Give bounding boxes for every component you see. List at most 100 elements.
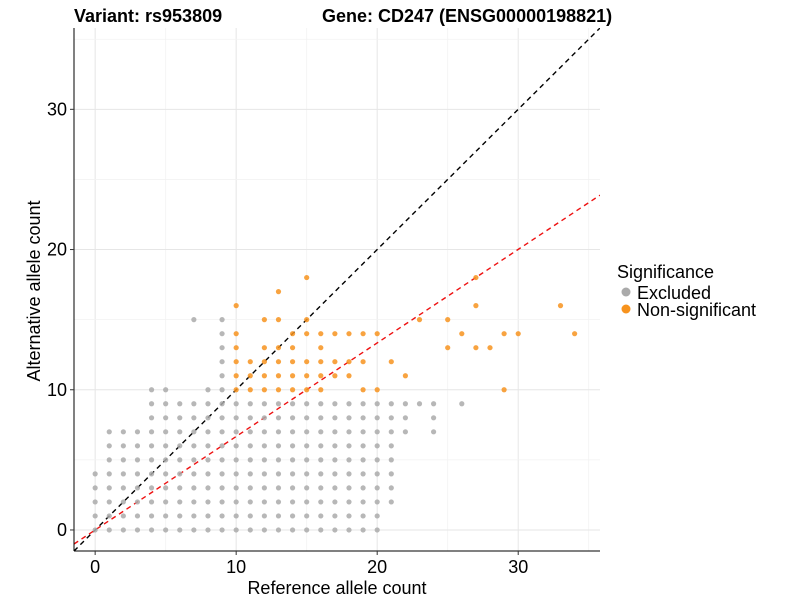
point-excluded bbox=[163, 513, 169, 519]
legend-label-excluded: Excluded bbox=[637, 283, 711, 303]
point-excluded bbox=[191, 443, 197, 449]
x-tick-label: 20 bbox=[367, 557, 387, 577]
point-non-significant bbox=[247, 359, 253, 365]
point-excluded bbox=[163, 401, 169, 407]
point-excluded bbox=[275, 401, 282, 407]
point-non-significant bbox=[304, 373, 310, 379]
point-excluded bbox=[106, 527, 112, 533]
point-excluded bbox=[346, 415, 352, 421]
point-excluded bbox=[261, 457, 267, 463]
point-excluded bbox=[219, 513, 225, 519]
point-excluded bbox=[106, 443, 112, 449]
legend: Significance Excluded Non-significant bbox=[617, 262, 756, 320]
point-excluded bbox=[120, 527, 126, 533]
point-excluded bbox=[346, 457, 352, 463]
point-excluded bbox=[388, 401, 394, 407]
title-variant: Variant: rs953809 bbox=[74, 6, 222, 26]
point-excluded bbox=[163, 485, 169, 491]
point-excluded bbox=[374, 471, 380, 477]
point-excluded bbox=[275, 457, 282, 463]
point-excluded bbox=[304, 457, 310, 463]
point-excluded bbox=[191, 401, 197, 407]
point-excluded bbox=[219, 443, 225, 449]
point-excluded bbox=[374, 401, 380, 407]
point-excluded bbox=[289, 513, 296, 519]
point-excluded bbox=[163, 429, 169, 435]
point-non-significant bbox=[304, 387, 310, 393]
point-excluded bbox=[233, 513, 239, 519]
point-excluded bbox=[289, 429, 296, 435]
x-tick-label: 30 bbox=[508, 557, 528, 577]
point-excluded bbox=[233, 499, 239, 505]
point-excluded bbox=[289, 471, 296, 477]
point-excluded bbox=[120, 429, 126, 435]
point-excluded bbox=[148, 387, 155, 393]
point-excluded bbox=[275, 415, 282, 421]
point-non-significant bbox=[275, 317, 282, 323]
point-excluded bbox=[430, 401, 437, 407]
point-excluded bbox=[318, 471, 324, 477]
point-excluded bbox=[106, 513, 112, 519]
point-excluded bbox=[275, 429, 282, 435]
point-excluded bbox=[346, 401, 352, 407]
point-non-significant bbox=[261, 345, 267, 351]
point-excluded bbox=[275, 527, 282, 533]
point-excluded bbox=[346, 471, 352, 477]
point-excluded bbox=[388, 443, 394, 449]
point-non-significant bbox=[473, 303, 479, 309]
point-non-significant bbox=[304, 317, 310, 323]
point-excluded bbox=[304, 527, 310, 533]
point-excluded bbox=[388, 457, 394, 463]
point-excluded bbox=[148, 527, 155, 533]
point-excluded bbox=[318, 415, 324, 421]
point-excluded bbox=[134, 443, 141, 449]
point-excluded bbox=[304, 485, 310, 491]
point-excluded bbox=[205, 485, 211, 491]
point-excluded bbox=[289, 499, 296, 505]
points-layer bbox=[92, 274, 578, 533]
point-excluded bbox=[332, 415, 338, 421]
point-non-significant bbox=[289, 387, 296, 393]
point-excluded bbox=[275, 471, 282, 477]
point-non-significant bbox=[261, 359, 267, 365]
point-non-significant bbox=[445, 345, 451, 351]
point-excluded bbox=[148, 499, 155, 505]
point-non-significant bbox=[318, 345, 324, 351]
point-excluded bbox=[219, 359, 225, 365]
point-excluded bbox=[332, 527, 338, 533]
point-excluded bbox=[416, 401, 423, 407]
point-excluded bbox=[134, 457, 141, 463]
point-excluded bbox=[275, 443, 282, 449]
point-excluded bbox=[261, 401, 267, 407]
point-excluded bbox=[106, 499, 112, 505]
point-excluded bbox=[233, 429, 239, 435]
point-excluded bbox=[134, 527, 141, 533]
point-non-significant bbox=[318, 331, 324, 337]
point-excluded bbox=[233, 443, 239, 449]
point-excluded bbox=[120, 485, 126, 491]
title-gene: Gene: CD247 (ENSG00000198821) bbox=[322, 6, 612, 26]
point-excluded bbox=[247, 471, 253, 477]
point-excluded bbox=[374, 527, 380, 533]
point-non-significant bbox=[261, 387, 267, 393]
point-excluded bbox=[304, 513, 310, 519]
point-excluded bbox=[177, 457, 183, 463]
point-non-significant bbox=[233, 387, 239, 393]
point-non-significant bbox=[275, 359, 282, 365]
point-excluded bbox=[275, 485, 282, 491]
point-excluded bbox=[318, 429, 324, 435]
point-non-significant bbox=[233, 303, 239, 309]
axes-layer: 0 10 20 30 0 10 20 30 bbox=[47, 28, 600, 577]
point-excluded bbox=[332, 401, 338, 407]
point-non-significant bbox=[332, 331, 338, 337]
point-non-significant bbox=[304, 359, 310, 365]
point-excluded bbox=[304, 429, 310, 435]
point-excluded bbox=[430, 415, 437, 421]
point-excluded bbox=[219, 317, 225, 323]
point-excluded bbox=[120, 499, 126, 505]
point-non-significant bbox=[459, 331, 465, 337]
point-excluded bbox=[430, 429, 437, 435]
point-excluded bbox=[191, 415, 197, 421]
y-tick-label: 0 bbox=[57, 520, 67, 540]
point-excluded bbox=[219, 373, 225, 379]
